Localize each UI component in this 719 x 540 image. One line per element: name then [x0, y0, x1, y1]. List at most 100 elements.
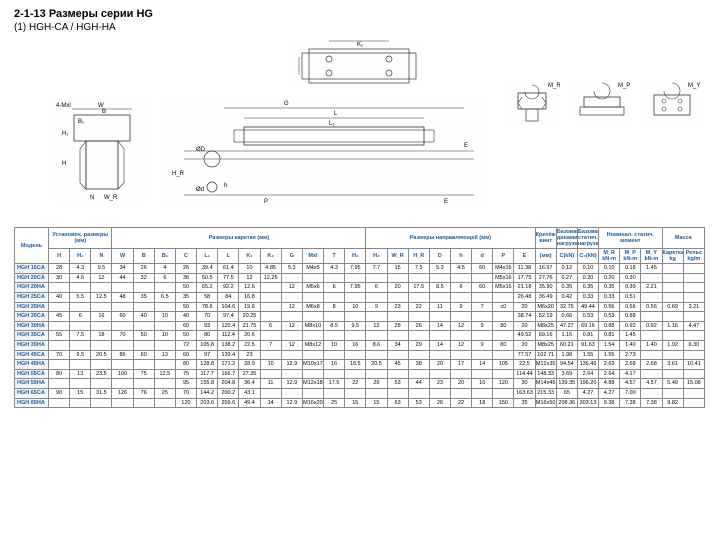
cell: 0.12 [556, 264, 577, 274]
cell [641, 388, 662, 398]
cell [641, 293, 662, 303]
cell: 0.53 [577, 312, 598, 322]
cell [472, 312, 493, 322]
cell: 20.6 [239, 331, 260, 341]
cell: 16.8 [239, 293, 260, 303]
cell: 1.54 [599, 340, 620, 350]
cell: 8 [324, 302, 345, 312]
cell [472, 293, 493, 303]
cell: 15 [366, 398, 387, 408]
cell: 208.36 [556, 398, 577, 408]
cell: 0.92 [641, 321, 662, 331]
cell: 20 [450, 379, 471, 389]
cell: 77.57 [514, 350, 535, 360]
cell: 105 [493, 360, 514, 370]
cell: 5.3 [281, 264, 302, 274]
cell: 75 [175, 369, 196, 379]
cell: 23 [429, 379, 450, 389]
cell: 70 [175, 388, 196, 398]
cell: 12.9 [281, 360, 302, 370]
cell: 48 [112, 293, 133, 303]
cell [70, 360, 91, 370]
cell: 97 [197, 350, 218, 360]
cell: 22.5 [514, 360, 535, 370]
cell: 14 [472, 360, 493, 370]
cell [70, 302, 91, 312]
cell [112, 360, 133, 370]
cell: 9 [450, 302, 471, 312]
cell [154, 283, 175, 293]
cell: 22 [408, 302, 429, 312]
cell: 10 [239, 264, 260, 274]
cell: 163.63 [514, 388, 535, 398]
cell: 9 [366, 302, 387, 312]
cell: 4.3 [324, 264, 345, 274]
cell [324, 293, 345, 303]
cell [112, 398, 133, 408]
cell: 215.33 [535, 388, 556, 398]
cell: M8x25 [535, 340, 556, 350]
cell: 0.35 [556, 283, 577, 293]
cell: 0.81 [577, 331, 598, 341]
cell: 53 [408, 398, 429, 408]
cell: 1.40 [620, 340, 641, 350]
cell: 6.5 [154, 293, 175, 303]
cell: 0.33 [599, 293, 620, 303]
cell [683, 312, 704, 322]
cell [302, 293, 323, 303]
c: h [450, 249, 471, 264]
cell [662, 369, 683, 379]
cell: 0.10 [599, 264, 620, 274]
cell [472, 331, 493, 341]
svg-text:Ød: Ød [196, 187, 204, 193]
cell [302, 331, 323, 341]
cell [49, 360, 70, 370]
cell-model: HGH 30HA [15, 321, 49, 331]
cell [302, 312, 323, 322]
cell [641, 312, 662, 322]
cell: 22 [450, 398, 471, 408]
cell: 9.38 [599, 398, 620, 408]
cell [683, 273, 704, 283]
cell [641, 369, 662, 379]
cell [387, 350, 408, 360]
cell [662, 293, 683, 303]
cell: 70 [197, 312, 218, 322]
cell-model: HGH 65CA [15, 388, 49, 398]
cell [281, 369, 302, 379]
cell-model: HGH 55HA [15, 379, 49, 389]
cell: 93 [197, 321, 218, 331]
table-row: HGH 25HA5078.6104.619.612M6x881092322119… [15, 302, 705, 312]
diagram-area: K₁ 4-Mxl W B₁ B H₁ H N W_R [14, 39, 705, 219]
cell: 4.17 [620, 369, 641, 379]
cell: M12x35 [535, 360, 556, 370]
cell: 2.63 [599, 360, 620, 370]
cell: 0.56 [599, 302, 620, 312]
cell-model: HGH 25HA [15, 302, 49, 312]
svg-text:4-Mxl: 4-Mxl [56, 103, 71, 109]
cell [408, 369, 429, 379]
svg-text:G: G [284, 101, 289, 107]
cell: 76 [133, 388, 154, 398]
cell: M10x17 [302, 360, 323, 370]
cell [450, 369, 471, 379]
cell [683, 388, 704, 398]
cell: 14 [260, 398, 281, 408]
cell: 50 [175, 302, 196, 312]
cell [70, 321, 91, 331]
svg-text:ØD: ØD [196, 147, 206, 153]
cell: 4.47 [683, 321, 704, 331]
table-group-row: Модель Установоч. размеры (мм) Размеры к… [15, 228, 705, 249]
cell [260, 388, 281, 398]
svg-text:N: N [90, 195, 94, 201]
cell: 120.4 [218, 321, 239, 331]
cell [260, 369, 281, 379]
cell [387, 369, 408, 379]
cell [662, 388, 683, 398]
cell: 92.2 [218, 283, 239, 293]
cell: 1.55 [577, 350, 598, 360]
cell: 44 [408, 379, 429, 389]
cell: 20 [514, 321, 535, 331]
cell: 0.81 [599, 331, 620, 341]
cell: 303.13 [577, 398, 598, 408]
